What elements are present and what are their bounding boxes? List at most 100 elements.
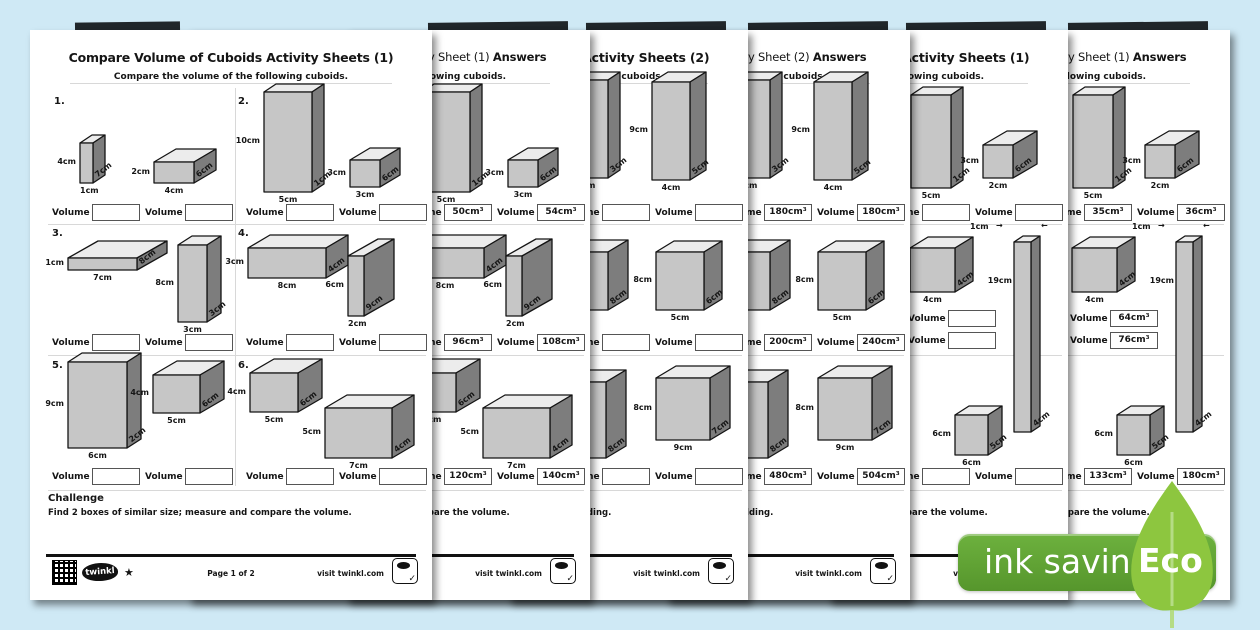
dimension-label: 6cm bbox=[88, 451, 107, 460]
cuboid bbox=[482, 394, 573, 459]
cuboid bbox=[1071, 236, 1136, 293]
volume-box bbox=[695, 204, 743, 221]
dimension-label: 1cm bbox=[80, 186, 99, 195]
volume-box bbox=[379, 334, 427, 351]
cuboid bbox=[1144, 130, 1200, 179]
cuboid-side-face bbox=[1030, 235, 1041, 433]
volume-field: Volume = bbox=[339, 334, 427, 351]
volume-box: 240cm³ bbox=[857, 334, 905, 351]
dimension-label: 9cm bbox=[673, 443, 693, 452]
dimension-label: 3cm bbox=[485, 167, 504, 177]
dimension-label: 9cm bbox=[45, 399, 64, 408]
dimension-label: ← bbox=[1203, 221, 1210, 230]
cuboid bbox=[421, 83, 483, 193]
page-number: Page 1 of 2 bbox=[207, 569, 255, 578]
question-number: 2. bbox=[238, 96, 249, 107]
volume-box: 133cm³ bbox=[1084, 468, 1132, 485]
cuboid-front-face bbox=[1175, 241, 1194, 433]
dimension-label: 3cm bbox=[225, 257, 244, 266]
volume-label: Volume = bbox=[145, 472, 194, 482]
volume-field: Volume =140cm³ bbox=[497, 468, 585, 485]
page-title-bold: Answers bbox=[492, 50, 547, 64]
question-number: 5. bbox=[52, 360, 63, 371]
volume-label: Volume = bbox=[655, 338, 704, 348]
page-title-bold: Answers bbox=[1132, 50, 1187, 64]
dimension-label: 2cm bbox=[506, 319, 525, 328]
dimension-label: 2cm bbox=[1150, 181, 1170, 190]
badge-check-icon: ✓ bbox=[724, 574, 732, 584]
badge-logo-blob bbox=[713, 562, 726, 569]
cuboid-front-face bbox=[349, 159, 381, 188]
site-link: visit twinkl.com bbox=[475, 569, 542, 578]
volume-box: 480cm³ bbox=[764, 468, 812, 485]
question-number: 3. bbox=[52, 228, 63, 239]
volume-box: 76cm³ bbox=[1110, 332, 1158, 349]
volume-box: 36cm³ bbox=[1177, 204, 1225, 221]
dimension-label: 4cm bbox=[661, 183, 681, 192]
volume-label: Volume = bbox=[339, 338, 388, 348]
question-number: 4. bbox=[238, 228, 249, 239]
dimension-label: 8cm bbox=[435, 281, 455, 290]
volume-field: Volume =180cm³ bbox=[1137, 468, 1225, 485]
cuboid bbox=[817, 240, 885, 311]
volume-box: 180cm³ bbox=[1177, 468, 1225, 485]
cuboid-front-face bbox=[249, 372, 299, 413]
dimension-label: 9cm bbox=[791, 125, 810, 134]
volume-field: Volume =240cm³ bbox=[817, 334, 905, 351]
volume-box: 35cm³ bbox=[1084, 204, 1132, 221]
cuboid-front-face bbox=[954, 414, 989, 456]
cuboid-front-face bbox=[152, 374, 201, 414]
dimension-label: 8cm bbox=[633, 275, 652, 284]
cuboid bbox=[909, 236, 974, 293]
volume-box bbox=[948, 310, 996, 327]
sheet-1-questions: Compare Volume of Cuboids Activity Sheet… bbox=[30, 30, 432, 600]
badge-check-icon: ✓ bbox=[886, 574, 894, 584]
cuboid-front-face bbox=[651, 81, 691, 181]
volume-field: Volume = bbox=[655, 334, 743, 351]
cuboid-front-face bbox=[817, 251, 867, 311]
cuboid bbox=[651, 71, 707, 181]
cuboid-front-face bbox=[79, 142, 94, 184]
cuboid-front-face bbox=[1072, 94, 1114, 189]
volume-box bbox=[948, 332, 996, 349]
dimension-label: 4cm bbox=[130, 388, 149, 397]
volume-field: Volume =108cm³ bbox=[497, 334, 585, 351]
volume-label: Volume = bbox=[817, 208, 866, 218]
dimension-label: 7cm bbox=[507, 461, 526, 470]
dimension-label: 4cm bbox=[57, 157, 76, 166]
volume-label: Volume = bbox=[52, 472, 101, 482]
dimension-label: ← bbox=[1041, 221, 1048, 230]
footer-rule bbox=[46, 554, 416, 557]
volume-field: Volume =35cm³ bbox=[1044, 204, 1132, 221]
volume-label: Volume = bbox=[975, 208, 1024, 218]
volume-box bbox=[286, 468, 334, 485]
volume-box bbox=[1015, 468, 1063, 485]
volume-box: 180cm³ bbox=[764, 204, 812, 221]
volume-label: Volume = bbox=[817, 338, 866, 348]
cuboid-front-face bbox=[1013, 241, 1032, 433]
volume-label: Volume = bbox=[1070, 314, 1119, 324]
volume-label: Volume = bbox=[908, 314, 957, 324]
site-link: visit twinkl.com bbox=[633, 569, 700, 578]
cuboid bbox=[67, 352, 142, 449]
volume-box: 180cm³ bbox=[857, 204, 905, 221]
dimension-label: 5cm bbox=[670, 313, 690, 322]
volume-label: Volume = bbox=[339, 472, 388, 482]
dimension-label: 6cm bbox=[932, 429, 951, 438]
volume-label: Volume = bbox=[655, 472, 704, 482]
volume-field: Volume = bbox=[339, 204, 427, 221]
dimension-label: 8cm bbox=[795, 403, 814, 412]
cuboid bbox=[79, 134, 106, 184]
cuboid-front-face bbox=[813, 81, 853, 181]
quality-badge-icon: ✓ bbox=[870, 558, 896, 584]
cuboid bbox=[982, 130, 1038, 179]
volume-label: Volume = bbox=[655, 208, 704, 218]
dimension-label: 1cm bbox=[970, 222, 989, 231]
dimension-label: 1cm bbox=[1132, 222, 1151, 231]
dimension-label: 19cm bbox=[1149, 276, 1174, 285]
cuboid bbox=[507, 147, 559, 188]
dimension-label: 4cm bbox=[227, 386, 246, 396]
volume-box: 504cm³ bbox=[857, 468, 905, 485]
volume-box bbox=[379, 204, 427, 221]
